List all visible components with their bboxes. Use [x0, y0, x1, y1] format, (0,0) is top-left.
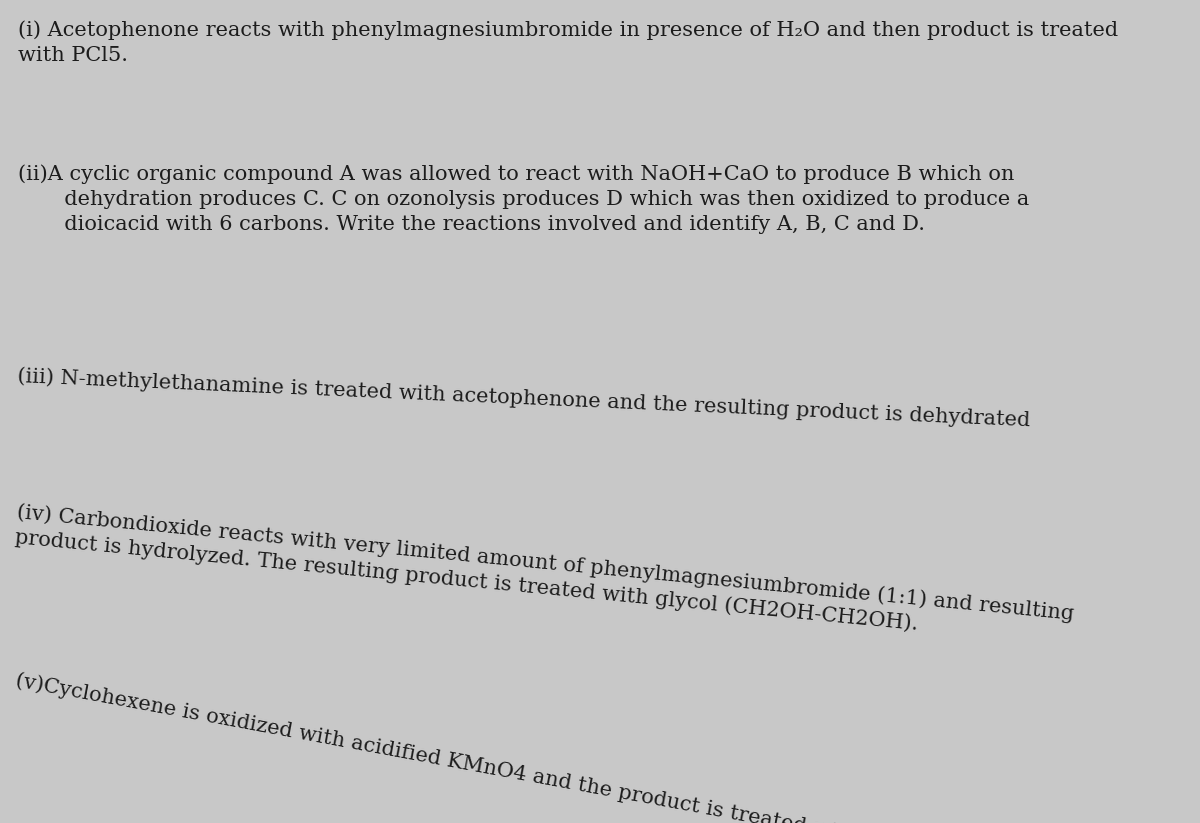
- Text: (iii) N-methylethanamine is treated with acetophenone and the resulting product : (iii) N-methylethanamine is treated with…: [17, 366, 1031, 430]
- Text: (ii)A cyclic organic compound A was allowed to react with NaOH+CaO to produce B : (ii)A cyclic organic compound A was allo…: [18, 165, 1030, 235]
- Text: (i) Acetophenone reacts with phenylmagnesiumbromide in presence of H₂O and then : (i) Acetophenone reacts with phenylmagne…: [18, 21, 1118, 65]
- Text: (v)Cyclohexene is oxidized with acidified KMnO4 and the product is treated with : (v)Cyclohexene is oxidized with acidifie…: [14, 671, 1004, 823]
- Text: (iv) Carbondioxide reacts with very limited amount of phenylmagnesiumbromide (1:: (iv) Carbondioxide reacts with very limi…: [13, 502, 1075, 649]
